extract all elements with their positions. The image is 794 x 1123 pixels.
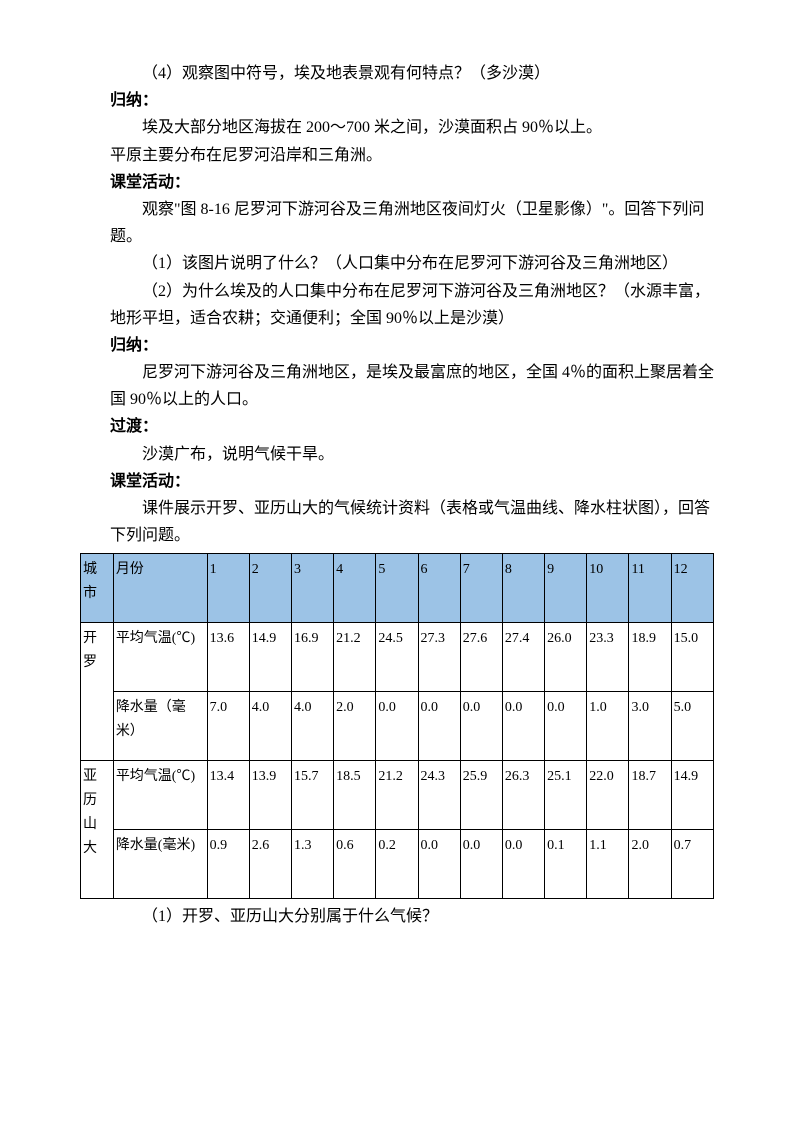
table-body: 开罗平均气温(℃)13.614.916.921.224.527.327.627.… [81, 623, 714, 899]
value-cell: 14.9 [671, 761, 713, 830]
header-m5: 5 [376, 554, 418, 623]
ketang-q1: （1）该图片说明了什么？（人口集中分布在尼罗河下游河谷及三角洲地区） [80, 250, 714, 277]
guina-1b: 平原主要分布在尼罗河沿岸和三角洲。 [80, 142, 714, 169]
value-cell: 4.0 [291, 692, 333, 761]
ketang-label-2: 课堂活动： [80, 468, 714, 495]
value-cell: 13.6 [207, 623, 249, 692]
header-m6: 6 [418, 554, 460, 623]
guina-label-1: 归纳： [80, 87, 714, 114]
value-cell: 13.4 [207, 761, 249, 830]
value-cell: 15.7 [291, 761, 333, 830]
header-m3: 3 [291, 554, 333, 623]
value-cell: 1.3 [291, 830, 333, 899]
city-cell: 亚历山大 [81, 761, 114, 899]
ketang-label-1: 课堂活动： [80, 169, 714, 196]
value-cell: 18.7 [629, 761, 671, 830]
value-cell: 21.2 [334, 623, 376, 692]
value-cell: 0.0 [418, 830, 460, 899]
header-city: 城市 [81, 554, 114, 623]
guodu-label: 过渡： [80, 413, 714, 440]
value-cell: 26.0 [545, 623, 587, 692]
value-cell: 0.9 [207, 830, 249, 899]
value-cell: 13.9 [249, 761, 291, 830]
value-cell: 2.0 [629, 830, 671, 899]
header-m10: 10 [587, 554, 629, 623]
value-cell: 5.0 [671, 692, 713, 761]
value-cell: 0.6 [334, 830, 376, 899]
value-cell: 0.0 [502, 830, 544, 899]
value-cell: 0.0 [418, 692, 460, 761]
header-m2: 2 [249, 554, 291, 623]
ketang-q2: （2）为什么埃及的人口集中分布在尼罗河下游河谷及三角洲地区？（水源丰富，地形平坦… [80, 278, 714, 332]
header-m1: 1 [207, 554, 249, 623]
value-cell: 23.3 [587, 623, 629, 692]
value-cell: 24.3 [418, 761, 460, 830]
value-cell: 0.0 [545, 692, 587, 761]
value-cell: 0.0 [460, 830, 502, 899]
value-cell: 27.4 [502, 623, 544, 692]
metric-cell: 降水量(毫米) [113, 830, 207, 899]
header-m11: 11 [629, 554, 671, 623]
value-cell: 26.3 [502, 761, 544, 830]
value-cell: 27.3 [418, 623, 460, 692]
value-cell: 0.0 [460, 692, 502, 761]
value-cell: 7.0 [207, 692, 249, 761]
value-cell: 4.0 [249, 692, 291, 761]
metric-cell: 平均气温(℃) [113, 623, 207, 692]
table-row: 开罗平均气温(℃)13.614.916.921.224.527.327.627.… [81, 623, 714, 692]
value-cell: 0.0 [376, 692, 418, 761]
question-1-after: （1）开罗、亚历山大分别属于什么气候？ [80, 903, 714, 930]
value-cell: 0.2 [376, 830, 418, 899]
value-cell: 1.1 [587, 830, 629, 899]
table-header: 城市 月份 1 2 3 4 5 6 7 8 9 10 11 12 [81, 554, 714, 623]
value-cell: 25.9 [460, 761, 502, 830]
table-row: 降水量（毫米）7.04.04.02.00.00.00.00.00.01.03.0… [81, 692, 714, 761]
value-cell: 1.0 [587, 692, 629, 761]
header-m9: 9 [545, 554, 587, 623]
value-cell: 25.1 [545, 761, 587, 830]
header-m4: 4 [334, 554, 376, 623]
ketang-1a: 观察"图 8-16 尼罗河下游河谷及三角洲地区夜间灯火（卫星影像）"。回答下列问… [80, 196, 714, 250]
metric-cell: 平均气温(℃) [113, 761, 207, 830]
value-cell: 2.6 [249, 830, 291, 899]
header-m7: 7 [460, 554, 502, 623]
metric-cell: 降水量（毫米） [113, 692, 207, 761]
value-cell: 14.9 [249, 623, 291, 692]
guina-1a: 埃及大部分地区海拔在 200～700 米之间，沙漠面积占 90％以上。 [80, 114, 714, 141]
value-cell: 0.1 [545, 830, 587, 899]
value-cell: 3.0 [629, 692, 671, 761]
value-cell: 24.5 [376, 623, 418, 692]
value-cell: 0.7 [671, 830, 713, 899]
value-cell: 18.5 [334, 761, 376, 830]
guodu: 沙漠广布，说明气候干旱。 [80, 441, 714, 468]
header-m8: 8 [502, 554, 544, 623]
value-cell: 15.0 [671, 623, 713, 692]
value-cell: 2.0 [334, 692, 376, 761]
table-row: 降水量(毫米)0.92.61.30.60.20.00.00.00.11.12.0… [81, 830, 714, 899]
guina-2: 尼罗河下游河谷及三角洲地区，是埃及最富庶的地区，全国 4％的面积上聚居着全国 9… [80, 359, 714, 413]
climate-table: 城市 月份 1 2 3 4 5 6 7 8 9 10 11 12 开罗平均气温(… [80, 553, 714, 899]
table-row: 亚历山大平均气温(℃)13.413.915.718.521.224.325.92… [81, 761, 714, 830]
value-cell: 18.9 [629, 623, 671, 692]
header-m12: 12 [671, 554, 713, 623]
value-cell: 22.0 [587, 761, 629, 830]
ketang-2a: 课件展示开罗、亚历山大的气候统计资料（表格或气温曲线、降水柱状图），回答下列问题… [80, 495, 714, 549]
guina-label-2: 归纳： [80, 332, 714, 359]
value-cell: 16.9 [291, 623, 333, 692]
document-body: （4）观察图中符号，埃及地表景观有何特点？（多沙漠） 归纳： 埃及大部分地区海拔… [80, 60, 714, 931]
header-month: 月份 [113, 554, 207, 623]
question-4: （4）观察图中符号，埃及地表景观有何特点？（多沙漠） [80, 60, 714, 87]
value-cell: 21.2 [376, 761, 418, 830]
value-cell: 0.0 [502, 692, 544, 761]
city-cell: 开罗 [81, 623, 114, 761]
value-cell: 27.6 [460, 623, 502, 692]
